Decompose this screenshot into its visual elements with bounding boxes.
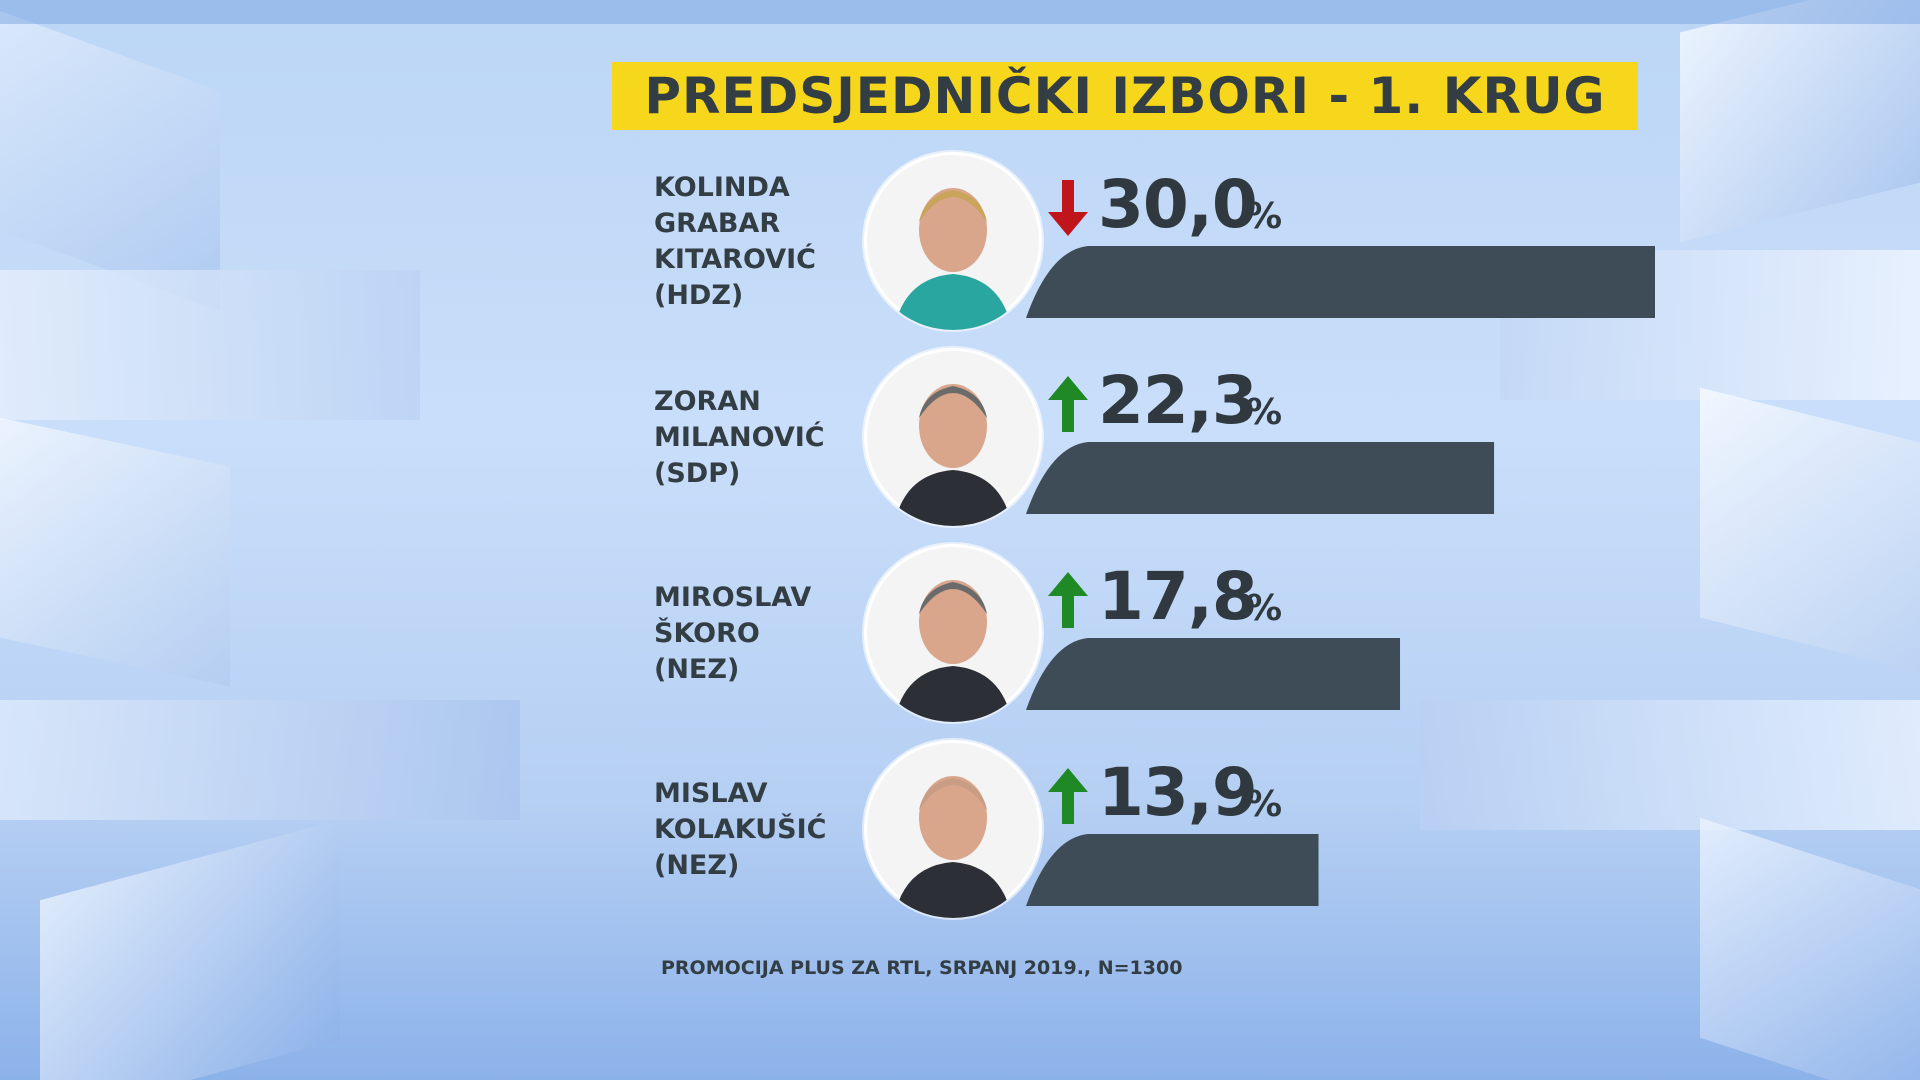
percent-sign: %: [1246, 784, 1283, 825]
candidate-photo: [864, 348, 1042, 526]
candidate-name: KOLINDA GRABAR KITAROVIĆ (HDZ): [654, 172, 816, 311]
data-label: 30,0: [1098, 166, 1258, 243]
data-label: 17,8: [1098, 558, 1258, 635]
percent-sign: %: [1246, 392, 1283, 433]
title-banner: PREDSJEDNIČKI IZBORI - 1. KRUG: [612, 62, 1638, 130]
candidate-name: MISLAV KOLAKUŠIĆ (NEZ): [654, 778, 827, 881]
trend-down-arrow-icon: [1048, 180, 1088, 236]
candidate-photo: [864, 740, 1042, 918]
data-label: 22,3: [1098, 362, 1258, 439]
source-footnote: PROMOCIJA PLUS ZA RTL, SRPANJ 2019., N=1…: [661, 957, 1183, 979]
candidate-photo: [864, 152, 1042, 330]
trend-up-arrow-icon: [1048, 376, 1088, 432]
chart-title: PREDSJEDNIČKI IZBORI - 1. KRUG: [644, 67, 1606, 125]
candidate-name: MIROSLAV ŠKORO (NEZ): [654, 582, 812, 685]
data-label: 13,9: [1098, 754, 1258, 831]
candidate-name: ZORAN MILANOVIĆ (SDP): [654, 386, 825, 489]
trend-up-arrow-icon: [1048, 768, 1088, 824]
trend-up-arrow-icon: [1048, 572, 1088, 628]
percent-sign: %: [1246, 196, 1283, 237]
percent-sign: %: [1246, 588, 1283, 629]
candidate-photo: [864, 544, 1042, 722]
